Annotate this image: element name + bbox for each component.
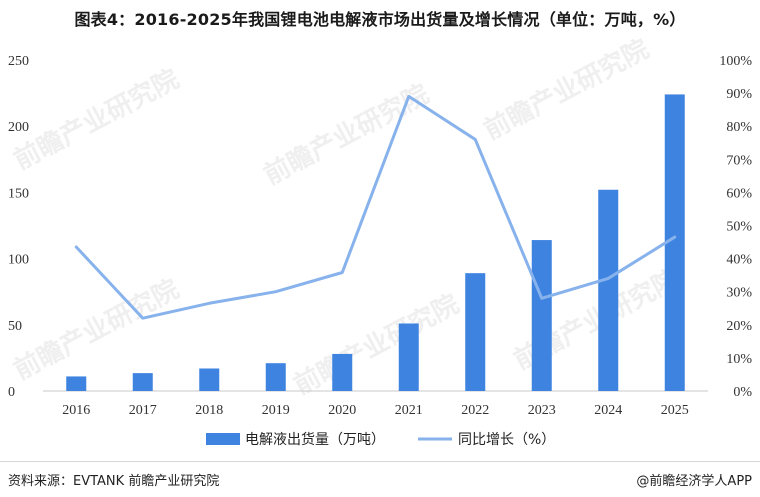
right-tick-100%: 100% [719, 54, 752, 69]
x-tick-2017: 2017 [129, 403, 157, 418]
bar-2024 [598, 189, 619, 391]
left-axis-ticks: 0 50 100 150 200 250 [8, 54, 29, 400]
bar-2021 [398, 323, 419, 391]
watermark-2: 前瞻产业研究院 [479, 33, 654, 146]
x-tick-2019: 2019 [262, 403, 290, 418]
legend-label-bar: 电解液出货量（万吨） [245, 431, 385, 448]
bar-2020 [332, 353, 353, 391]
right-tick-30%: 30% [726, 286, 752, 301]
right-tick-0%: 0% [733, 385, 752, 400]
x-tick-2022: 2022 [461, 403, 489, 418]
x-axis-ticks: 2016 2017 2018 2019 2020 2021 2022 2023 2024 2025 [62, 403, 689, 418]
bar-2016 [66, 376, 87, 391]
bar-2017 [132, 373, 153, 391]
right-tick-60%: 60% [726, 186, 752, 201]
bar-2019 [265, 363, 286, 391]
bar-2023 [531, 240, 552, 391]
left-tick-0: 0 [8, 385, 15, 400]
right-tick-20%: 20% [726, 319, 752, 334]
right-tick-80%: 80% [726, 120, 752, 135]
growth-line [74, 94, 677, 320]
right-tick-40%: 40% [726, 253, 752, 268]
legend: 电解液出货量（万吨） 同比增长（%） [206, 431, 555, 448]
right-tick-10%: 10% [726, 352, 752, 367]
bar-2018 [199, 368, 220, 391]
right-axis-ticks: 0% 10% 20% 30% 40% 50% 60% 70% 80% 90% 100% [719, 54, 752, 400]
chart-title: 图表4：2016-2025年我国锂电池电解液市场出货量及增长情况（单位：万吨，%… [74, 10, 686, 29]
x-tick-2025: 2025 [661, 403, 689, 418]
x-tick-2023: 2023 [528, 403, 556, 418]
x-tick-2021: 2021 [395, 403, 423, 418]
left-tick-250: 250 [8, 54, 29, 69]
x-tick-2020: 2020 [328, 403, 356, 418]
right-tick-90%: 90% [726, 87, 752, 102]
source-note: 资料来源：EVTANK 前瞻产业研究院 [8, 474, 220, 489]
bar-2025 [664, 94, 685, 391]
watermark-0: 前瞻产业研究院 [9, 63, 184, 176]
left-tick-50: 50 [8, 319, 22, 334]
legend-swatch-bar [206, 433, 240, 445]
footer-divider [0, 461, 760, 462]
bars [66, 94, 685, 391]
right-tick-70%: 70% [726, 153, 752, 168]
right-tick-50%: 50% [726, 220, 752, 235]
left-tick-200: 200 [8, 120, 29, 135]
watermark-3: 前瞻产业研究院 [289, 288, 464, 401]
watermark-1: 前瞻产业研究院 [259, 78, 434, 191]
x-tick-2016: 2016 [62, 403, 90, 418]
watermark-4: 前瞻产业研究院 [9, 273, 184, 386]
legend-label-line: 同比增长（%） [458, 432, 555, 448]
left-tick-100: 100 [8, 253, 29, 268]
left-tick-150: 150 [8, 186, 29, 201]
x-tick-2024: 2024 [594, 403, 622, 418]
x-tick-2018: 2018 [195, 403, 223, 418]
bar-2022 [465, 273, 486, 391]
brand-credit: @前瞻经济学人APP [636, 474, 752, 489]
